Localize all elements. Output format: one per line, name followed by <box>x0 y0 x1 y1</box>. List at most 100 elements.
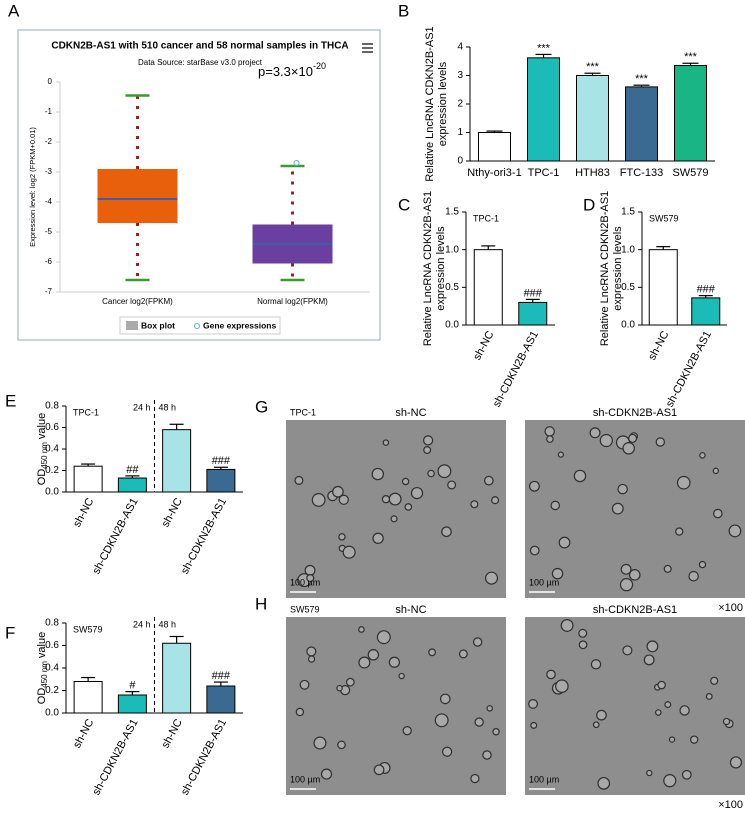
y-tick-label: -5 <box>45 227 53 236</box>
cell <box>710 676 719 685</box>
y-axis-label: expression levels <box>437 61 449 146</box>
cell <box>596 709 607 721</box>
cell <box>402 726 412 736</box>
cell <box>546 669 556 680</box>
p-value-exponent: -20 <box>313 61 326 71</box>
y-tick-label: -4 <box>45 197 53 206</box>
cell <box>668 736 676 743</box>
y-tick-label: -6 <box>45 257 53 266</box>
panel-letter: G <box>255 397 268 416</box>
column-label: sh-CDKN2B-AS1 <box>593 407 677 419</box>
cell <box>427 469 435 478</box>
y-tick-label: 0.0 <box>45 708 59 719</box>
y-tick-label: 0.6 <box>45 422 59 433</box>
y-axis-label: OD450 nm value <box>36 413 49 485</box>
cell <box>295 707 305 717</box>
x-tick-label: sh-NC <box>646 329 671 362</box>
significance-label: ### <box>524 287 543 299</box>
cell <box>655 709 662 716</box>
cell-line-label: TPC-1 <box>473 213 499 223</box>
y-tick-label: 0.5 <box>445 282 459 293</box>
bar <box>648 249 678 326</box>
cell <box>578 640 588 650</box>
y-tick-label: 0.0 <box>621 320 635 331</box>
cell <box>311 493 326 507</box>
legend-label: Box plot <box>141 320 175 330</box>
y-tick-label: 1.5 <box>621 207 635 218</box>
group-label: 24 h <box>133 402 151 412</box>
cell <box>336 684 343 692</box>
legend-marker <box>194 323 200 329</box>
cell <box>529 545 540 556</box>
y-axis-label-rest: value <box>36 632 48 658</box>
panel-letter: D <box>583 195 595 214</box>
cell <box>423 435 434 446</box>
cell <box>434 713 449 728</box>
cell <box>664 701 672 709</box>
cell <box>705 693 713 700</box>
y-axis-label: Relative LncRNA CDKN2B-AS1 <box>422 191 434 346</box>
significance-label: ## <box>126 464 139 476</box>
bar <box>674 65 707 162</box>
bar <box>73 465 103 493</box>
cell <box>681 769 692 780</box>
cell <box>628 569 641 581</box>
legend-label: Gene expressions <box>203 320 277 330</box>
cell <box>358 656 371 669</box>
x-tick-label: sh-NC <box>71 717 96 750</box>
cell <box>643 654 655 666</box>
cell <box>528 480 540 492</box>
cell <box>728 524 742 538</box>
cell <box>663 564 672 573</box>
cell <box>338 494 349 505</box>
y-tick-label: 4 <box>457 42 463 53</box>
scale-bar-label: 100 µm <box>529 577 559 587</box>
y-axis-label: OD450 nm value <box>36 632 49 704</box>
scale-bar-label: 100 µm <box>529 774 559 784</box>
panel-letter: H <box>255 594 267 613</box>
cell <box>313 736 327 750</box>
cell <box>555 679 569 693</box>
cell <box>320 768 333 780</box>
significance-label: ### <box>212 455 231 467</box>
y-axis-label: expression levels <box>435 226 447 311</box>
x-tick-label: sh-CDKN2B-AS1 <box>90 717 140 797</box>
y-tick-label: -3 <box>45 167 53 176</box>
cell <box>589 427 601 439</box>
cell-line-label: TPC-1 <box>73 407 99 417</box>
panel-frame <box>17 29 381 341</box>
cell <box>306 573 315 583</box>
cell <box>345 677 355 687</box>
cell <box>657 680 666 690</box>
x-tick-label: TPC-1 <box>528 167 560 179</box>
y-axis-label: expression levels <box>612 226 624 311</box>
cell <box>423 446 432 455</box>
cell <box>382 439 390 446</box>
y-tick-label: 1.5 <box>445 207 459 218</box>
y-tick-label: 2 <box>457 99 463 110</box>
cell <box>713 508 723 519</box>
cell <box>573 469 587 483</box>
cell <box>381 495 391 504</box>
column-label: sh-NC <box>395 604 426 616</box>
cell <box>372 532 384 545</box>
cell <box>428 648 436 657</box>
bar <box>518 301 548 326</box>
cell <box>729 756 743 769</box>
cell <box>358 626 365 633</box>
cell <box>398 672 405 680</box>
y-axis-label: Relative LncRNA CDKN2B-AS1 <box>424 26 436 181</box>
cell <box>306 646 317 657</box>
significance-label: *** <box>586 61 600 73</box>
bar <box>576 75 609 162</box>
legend-frame <box>119 316 281 335</box>
cell <box>628 433 638 443</box>
y-tick-label: 0.2 <box>45 465 59 476</box>
cell <box>551 567 564 580</box>
bar <box>73 681 103 714</box>
cell <box>675 527 684 536</box>
cell-line-label: SW579 <box>290 604 320 614</box>
y-tick-label: 0 <box>48 77 53 86</box>
significance-label: *** <box>537 42 551 54</box>
